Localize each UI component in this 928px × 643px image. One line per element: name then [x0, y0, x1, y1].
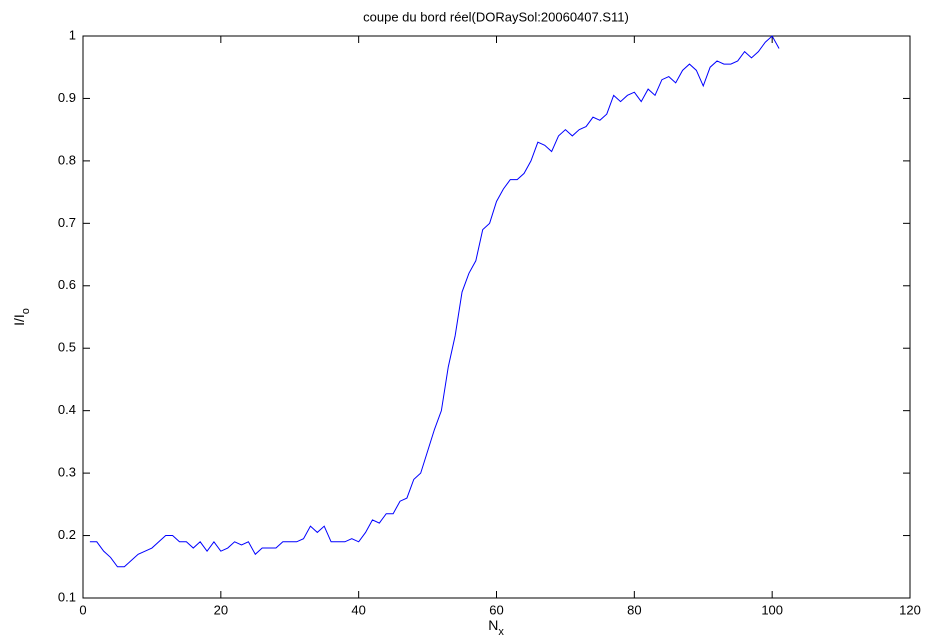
x-tick-label: 20: [214, 602, 228, 617]
x-tick-label: 100: [761, 602, 783, 617]
x-tick-label: 120: [899, 602, 921, 617]
y-tick-label: 0.8: [58, 152, 76, 167]
y-tick-label: 0.4: [58, 402, 76, 417]
y-tick-label: 0.1: [58, 589, 76, 604]
y-axis-label-sub: o: [20, 308, 32, 314]
plot-area: [82, 35, 911, 599]
x-tick-label: 0: [79, 602, 86, 617]
y-tick-label: 0.5: [58, 340, 76, 355]
y-tick-label: 0.7: [58, 215, 76, 230]
x-axis-label-sub: x: [498, 626, 504, 638]
x-tick-label: 80: [627, 602, 641, 617]
y-tick-label: 0.9: [58, 90, 76, 105]
y-tick-label: 1: [69, 27, 76, 42]
y-tick-label: 0.6: [58, 277, 76, 292]
x-axis-label: Nx: [488, 617, 504, 638]
x-axis-label-main: N: [488, 617, 498, 633]
y-axis-label: I/Io: [11, 308, 32, 326]
y-tick-label: 0.2: [58, 527, 76, 542]
y-tick-label: 0.3: [58, 465, 76, 480]
data-line: [89, 35, 780, 568]
x-tick-label: 40: [351, 602, 365, 617]
x-tick-label: 60: [489, 602, 503, 617]
y-axis-label-main: I/I: [11, 314, 27, 326]
chart-title: coupe du bord réel(DORaySol:20060407.S11…: [363, 9, 629, 24]
